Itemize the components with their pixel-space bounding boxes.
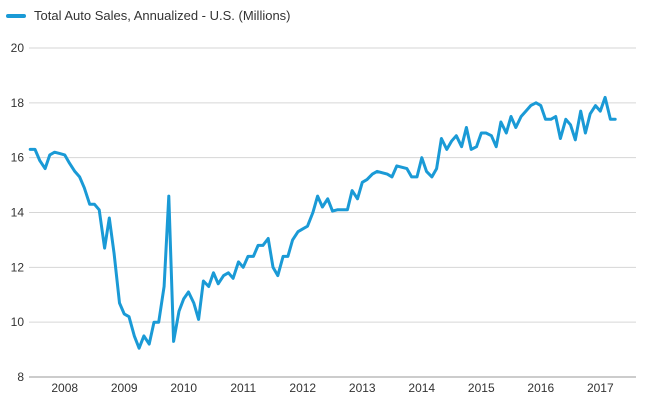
x-tick-label: 2014 bbox=[408, 381, 435, 395]
y-tick-label: 12 bbox=[11, 260, 25, 274]
series bbox=[28, 95, 617, 350]
y-axis: 8 10 12 14 16 18 20 bbox=[11, 41, 25, 384]
x-tick-label: 2012 bbox=[289, 381, 316, 395]
legend-swatch bbox=[6, 13, 26, 18]
y-tick-label: 20 bbox=[11, 41, 25, 55]
y-tick-label: 14 bbox=[11, 206, 25, 220]
x-tick-label: 2017 bbox=[587, 381, 614, 395]
y-tick-label: 16 bbox=[11, 151, 25, 165]
x-tick-label: 2013 bbox=[349, 381, 376, 395]
legend: Total Auto Sales, Annualized - U.S. (Mil… bbox=[6, 8, 291, 23]
x-tick-label: 2015 bbox=[468, 381, 495, 395]
x-tick-label: 2010 bbox=[170, 381, 197, 395]
x-tick-label: 2016 bbox=[527, 381, 554, 395]
x-tick-label: 2011 bbox=[230, 381, 256, 395]
series-line bbox=[28, 95, 617, 350]
legend-label: Total Auto Sales, Annualized - U.S. (Mil… bbox=[34, 8, 291, 23]
x-axis: 2008 2009 2010 2011 2012 2013 2014 2015 2016 2017 bbox=[51, 381, 614, 395]
y-tick-label: 8 bbox=[17, 370, 24, 384]
y-tick-label: 10 bbox=[11, 315, 25, 329]
y-tick-label: 18 bbox=[11, 96, 25, 110]
x-tick-label: 2008 bbox=[51, 381, 78, 395]
x-tick-label: 2009 bbox=[111, 381, 138, 395]
